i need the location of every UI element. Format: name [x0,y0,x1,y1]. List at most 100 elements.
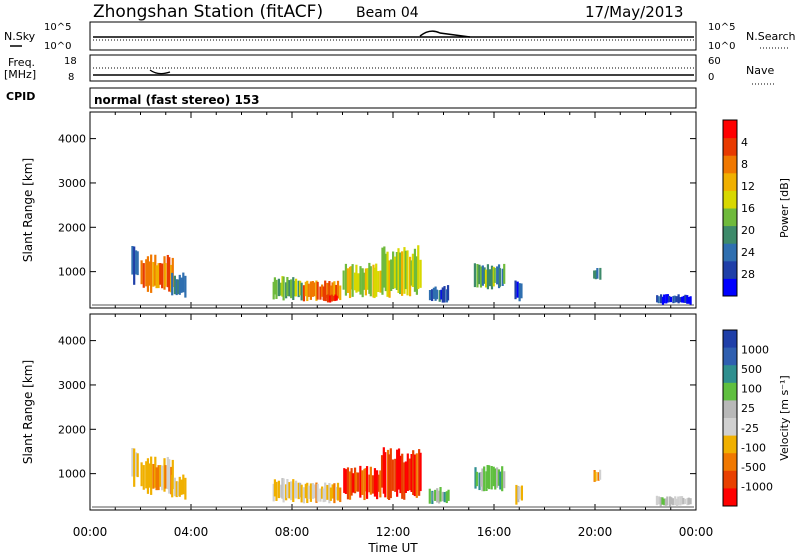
velocity-streak [382,447,385,494]
power-colorbar-label: Power [dB] [778,178,791,238]
power-streak [369,266,372,297]
power-streak [178,274,181,295]
velocity-streak [350,468,353,496]
velocity-patch-2 [171,474,187,500]
power-streak [479,266,483,288]
velocity-streak [297,482,300,500]
velocity-colorbar-tick: 100 [741,383,762,396]
velocity-streak [281,478,284,499]
power-streak [666,294,669,303]
power-streak [392,251,395,290]
velocity-streak [401,453,404,499]
velocity-streak [668,496,672,507]
power-streak [446,285,450,301]
freq-strip-frame [89,54,697,82]
power-streak [302,285,306,302]
freq-wiggle [149,69,171,75]
power-streak [501,268,504,286]
velocity-streak [689,498,692,505]
nsearch-tick-top: 10^5 [708,22,735,33]
velocity-streak [687,497,690,505]
velocity-streak [324,482,327,502]
power-colorbar: 4 8 12 16 20 24 28 Power [dB] [722,119,791,297]
velocity-colorbar-tick: 1000 [741,344,769,357]
velocity-patch-10 [593,469,602,482]
power-streak [361,268,364,298]
velocity-streak [443,492,446,503]
power-streak [364,268,368,296]
velocity-streak [661,497,664,505]
power-streak [503,263,506,284]
power-streak [435,289,439,300]
freq-label-line2: [MHz] [4,68,36,81]
power-streak [168,257,171,292]
velocity-streak [136,453,139,478]
velocity-streak [447,489,450,501]
velocity-streak [184,477,187,500]
power-streak [315,280,318,301]
nsky-tick-top: 10^5 [44,22,71,33]
power-streak [518,283,521,302]
power-streak [355,264,358,293]
velocity-streak [133,448,136,487]
power-streak [681,296,684,303]
velocity-streak [518,486,521,500]
velocity-streak [404,461,407,494]
velocity-streak [352,473,355,493]
power-streak [307,283,310,297]
nave-tick-bottom: 0 [708,72,714,83]
power-streak [322,286,325,301]
power-streak [150,254,153,293]
power-streak [288,280,291,297]
velocity-colorbar-tick: 500 [741,363,762,376]
power-streak [326,282,329,298]
velocity-streak [406,453,409,492]
power-streak [395,252,398,291]
power-streak [514,280,517,300]
power-streak [668,295,671,303]
power-streak [286,276,289,297]
velocity-streak [683,498,687,505]
power-streak [330,294,333,302]
power-streak [665,294,668,304]
velocity-colorbar-cell [723,418,737,437]
power-colorbar-cell [723,208,737,227]
power-streak [173,275,176,295]
velocity-streak [159,464,162,487]
power-streak [440,289,443,300]
velocity-streak [412,450,415,495]
cpid-strip-frame [89,87,697,109]
power-ylabel: Slant Range [km] [21,158,35,262]
x-axis-label: Time UT [367,541,418,554]
nsearch-tick-bottom: 10^0 [708,41,735,52]
power-streak [316,281,319,300]
power-streak [373,267,376,299]
velocity-streak [171,459,174,490]
velocity-streak [335,486,338,500]
velocity-streak [359,465,362,498]
velocity-colorbar-frame [722,329,738,507]
velocity-streak [142,465,145,490]
velocity-streak [166,456,169,490]
power-streak [686,295,689,304]
power-streak [486,264,490,290]
power-streak [431,289,434,302]
velocity-streak [438,490,441,504]
nsky-bump [419,30,471,38]
velocity-streak [441,491,444,502]
power-patch-9 [473,263,506,290]
velocity-streak [490,466,493,490]
power-streak [282,276,285,301]
power-streak [344,263,348,296]
power-streak [326,294,330,303]
velocity-colorbar-label: Velocity [m s⁻¹] [778,375,791,460]
power-streak [334,294,337,301]
freq-tick-top: 18 [64,56,77,67]
velocity-streak [361,470,364,495]
power-streak [353,272,357,291]
velocity-streak [403,462,406,500]
velocity-streak [391,459,394,491]
date-label: 17/May/2013 [585,3,683,21]
power-streak [417,245,420,290]
